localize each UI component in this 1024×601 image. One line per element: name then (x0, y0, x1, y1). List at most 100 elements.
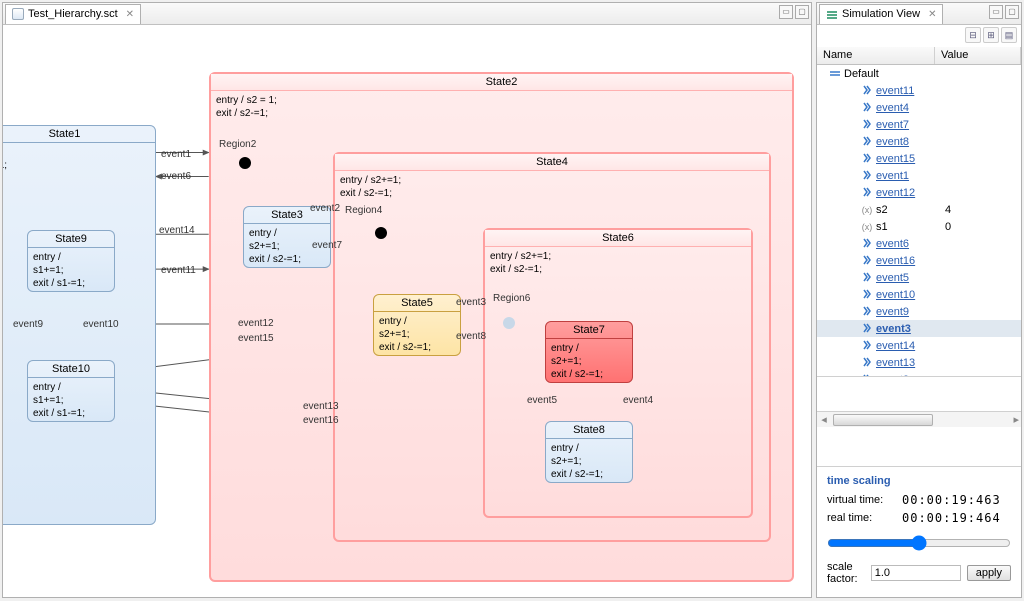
state-title: State5 (374, 295, 460, 312)
state-state9[interactable]: State9entry /s1+=1;exit / s1-=1; (27, 230, 115, 292)
name-column[interactable]: Name (817, 47, 935, 64)
state-title: State2 (211, 74, 792, 91)
event-row[interactable]: event13 (817, 354, 1021, 371)
state-state7[interactable]: State7entry /s2+=1;exit / s2-=1; (545, 321, 633, 383)
event-row[interactable]: event4 (817, 99, 1021, 116)
event-row[interactable]: event5 (817, 269, 1021, 286)
event-link[interactable]: event4 (876, 102, 909, 114)
virtual-time-label: virtual time: (827, 494, 902, 506)
expand-all-icon[interactable]: ⊞ (983, 27, 999, 43)
transition-label[interactable]: event16 (303, 415, 339, 426)
state-title: State7 (546, 322, 632, 339)
event-icon (861, 170, 873, 182)
maximize-icon[interactable]: ▢ (795, 5, 809, 19)
minimize-icon[interactable]: ▭ (989, 5, 1003, 19)
variable-row[interactable]: (x)s24 (817, 201, 1021, 218)
event-row[interactable]: event8 (817, 133, 1021, 150)
event-row[interactable]: event9 (817, 303, 1021, 320)
time-scaling-section: time scaling virtual time: 00:00:19:463 … (817, 466, 1021, 597)
variable-row[interactable]: (x)s10 (817, 218, 1021, 235)
event-row[interactable]: event15 (817, 150, 1021, 167)
diagram-canvas[interactable]: State1s1=1;s1-=1;State2entry / s2 = 1;ex… (3, 25, 811, 597)
event-link[interactable]: event11 (876, 85, 914, 97)
event-row[interactable]: event16 (817, 252, 1021, 269)
event-link[interactable]: event9 (876, 306, 909, 318)
state-title: State4 (335, 154, 769, 171)
state-actions: entry /s1+=1;exit / s1-=1; (28, 248, 114, 293)
state-title: State1 (3, 126, 155, 143)
value-column[interactable]: Value (935, 47, 1021, 64)
event-row[interactable]: event10 (817, 286, 1021, 303)
event-link[interactable]: event6 (876, 238, 909, 250)
maximize-icon[interactable]: ▢ (1005, 5, 1019, 19)
transition-label[interactable]: event4 (623, 395, 653, 406)
event-link[interactable]: event16 (876, 255, 915, 267)
apply-button[interactable]: apply (967, 565, 1011, 581)
event-link[interactable]: event5 (876, 272, 909, 284)
close-icon[interactable]: ✕ (928, 9, 936, 20)
event-link[interactable]: event13 (876, 357, 915, 369)
event-row[interactable]: event1 (817, 167, 1021, 184)
event-link[interactable]: event3 (876, 323, 911, 335)
tree-icon[interactable]: ▤ (1001, 27, 1017, 43)
transition-label[interactable]: event15 (238, 333, 274, 344)
event-icon (861, 357, 873, 369)
event-link[interactable]: event2 (876, 374, 909, 378)
event-row[interactable]: event14 (817, 337, 1021, 354)
event-icon (861, 238, 873, 250)
transition-label[interactable]: event8 (456, 331, 486, 342)
sim-tab-title: Simulation View (842, 8, 920, 20)
event-icon (861, 153, 873, 165)
transition-label[interactable]: event7 (312, 240, 342, 251)
time-scaling-title: time scaling (827, 475, 1011, 487)
event-icon (861, 136, 873, 148)
collapse-all-icon[interactable]: ⊟ (965, 27, 981, 43)
event-row[interactable]: event7 (817, 116, 1021, 133)
sim-tab[interactable]: Simulation View ✕ (819, 4, 943, 24)
transition-label[interactable]: event1 (161, 149, 191, 160)
editor-tab[interactable]: Test_Hierarchy.sct ✕ (5, 4, 141, 24)
transition-label[interactable]: event9 (13, 319, 43, 330)
state-actions: entry /s2+=1;exit / s2-=1; (546, 339, 632, 384)
transition-label[interactable]: event14 (159, 225, 195, 236)
close-icon[interactable]: ✕ (126, 9, 134, 20)
transition-label[interactable]: event6 (161, 171, 191, 182)
transition-label[interactable]: event10 (83, 319, 119, 330)
state-state10[interactable]: State10entry /s1+=1;exit / s1-=1; (27, 360, 115, 422)
event-row[interactable]: event12 (817, 184, 1021, 201)
event-link[interactable]: event10 (876, 289, 915, 301)
time-scale-slider[interactable] (827, 535, 1011, 551)
event-row[interactable]: event2 (817, 371, 1021, 377)
transition-label[interactable]: event11 (161, 265, 196, 276)
row-label: s2 (876, 204, 888, 216)
event-row[interactable]: Default (817, 65, 1021, 82)
state-actions: entry /s2+=1;exit / s2-=1; (374, 312, 460, 357)
transition-label[interactable]: event5 (527, 395, 557, 406)
transition-label[interactable]: event12 (238, 318, 274, 329)
scale-factor-input[interactable] (871, 565, 961, 581)
event-row[interactable]: event3 (817, 320, 1021, 337)
tree-scrollbar[interactable]: ◂ ▸ (817, 411, 1021, 427)
event-link[interactable]: event7 (876, 119, 909, 131)
event-link[interactable]: event1 (876, 170, 909, 182)
variable-icon: (x) (861, 221, 873, 233)
event-link[interactable]: event12 (876, 187, 915, 199)
state-actions: s1=1;s1-=1; (3, 143, 155, 175)
event-row[interactable]: event11 (817, 82, 1021, 99)
state-actions: entry /s2+=1;exit / s2-=1; (546, 439, 632, 484)
event-link[interactable]: event14 (876, 340, 915, 352)
state-state5[interactable]: State5entry /s2+=1;exit / s2-=1; (373, 294, 461, 356)
editor-tab-bar: Test_Hierarchy.sct ✕ ▭ ▢ (3, 3, 811, 25)
region-label: Region2 (219, 139, 256, 150)
event-row[interactable]: event6 (817, 235, 1021, 252)
event-link[interactable]: event15 (876, 153, 915, 165)
state-state8[interactable]: State8entry /s2+=1;exit / s2-=1; (545, 421, 633, 483)
state-state3[interactable]: State3entry /s2+=1;exit / s2-=1; (243, 206, 331, 268)
event-icon (861, 187, 873, 199)
transition-label[interactable]: event13 (303, 401, 339, 412)
event-link[interactable]: event8 (876, 136, 909, 148)
event-icon (861, 289, 873, 301)
transition-label[interactable]: event2 (310, 203, 340, 214)
transition-label[interactable]: event3 (456, 297, 486, 308)
minimize-icon[interactable]: ▭ (779, 5, 793, 19)
